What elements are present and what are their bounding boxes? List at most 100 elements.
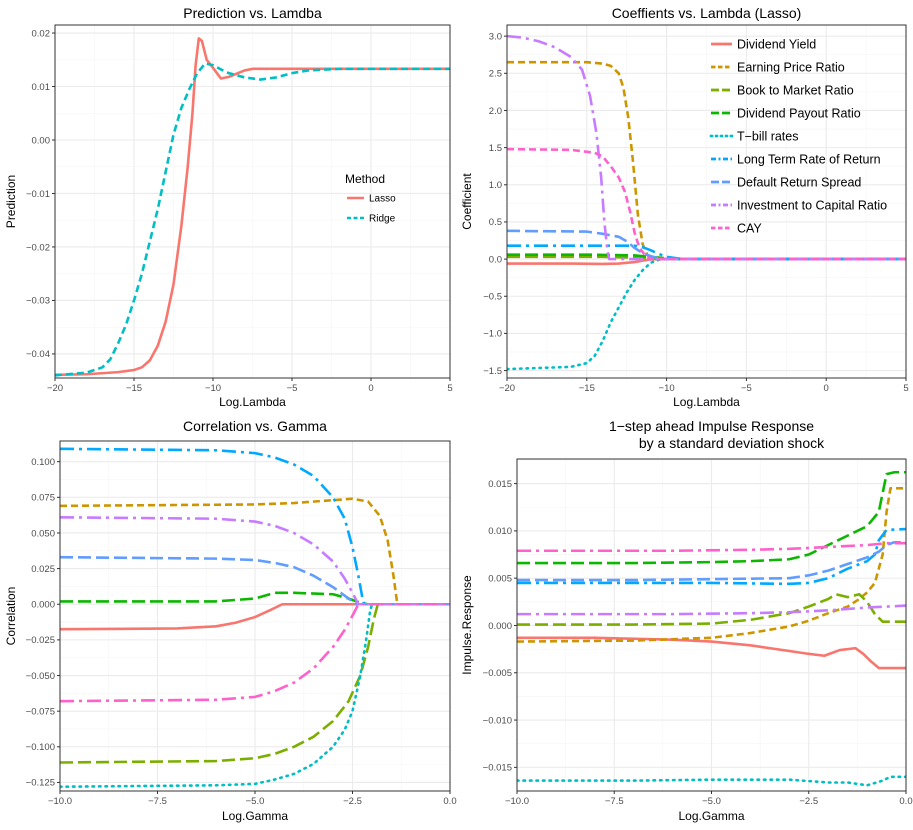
y-tick-label: −0.075 (26, 706, 55, 717)
y-axis-title: Prediction (4, 175, 18, 228)
legend-label: Ridge (369, 214, 396, 225)
x-tick-label: 0 (368, 383, 373, 394)
x-tick-label: −5 (287, 383, 298, 394)
y-tick-label: 0.5 (489, 217, 502, 228)
y-tick-label: 3.0 (489, 31, 502, 42)
y-tick-label: −0.010 (483, 715, 512, 726)
chart-title: Prediction vs. Lamdba (183, 5, 322, 21)
y-tick-label: 0.025 (31, 564, 55, 575)
panel-p4: −10.0 −7.5 −5.0 −2.5 0.0 −0.015 −0.010 −0.005 0.… (460, 418, 913, 823)
y-tick-label: 0.015 (488, 479, 512, 490)
y-tick-label: −0.005 (483, 668, 512, 679)
y-tick-label: −0.04 (26, 349, 50, 360)
y-tick-label: 0.005 (488, 573, 512, 584)
y-tick-label: 0.010 (488, 526, 512, 537)
x-tick-label: −5.0 (246, 796, 265, 807)
series-line-investment-to-capital-ratio (517, 604, 906, 616)
y-axis-title: Coefficient (460, 173, 474, 230)
y-tick-label: −1.0 (483, 329, 502, 340)
series-group (517, 470, 906, 787)
x-axis-title: Log.Gamma (222, 809, 288, 823)
y-tick-label: −0.03 (26, 296, 50, 307)
legend-label: T−bill rates (737, 130, 798, 144)
legend-label: Default Return Spread (737, 176, 861, 190)
y-tick-label: 2.5 (489, 69, 502, 80)
x-tick-label: −5 (741, 383, 752, 394)
y-tick-label: −0.050 (26, 671, 55, 682)
series-line-cay (517, 541, 906, 553)
y-tick-label: 1.0 (489, 180, 502, 191)
y-tick-label: −0.125 (26, 778, 55, 789)
x-tick-label: 5 (903, 383, 908, 394)
y-tick-label: −0.01 (26, 189, 50, 200)
series-line-cay (60, 602, 450, 703)
chart-title: Coeffients vs. Lambda (Lasso) (612, 5, 802, 21)
panel-border (506, 24, 907, 379)
x-axis-title: Log.Lambda (219, 395, 286, 409)
x-tick-label: 0.0 (899, 796, 912, 807)
y-tick-label: 0.100 (31, 457, 55, 468)
series-line-default-return-spread (507, 229, 906, 261)
y-tick-label: 0.000 (31, 600, 55, 611)
legend-label: CAY (737, 222, 762, 236)
legend: Method Lasso Ridge (345, 172, 396, 225)
x-tick-label: −10 (205, 383, 221, 394)
series-line-dividend-yield (517, 636, 906, 670)
series-group (507, 34, 906, 371)
x-tick-label: −2.5 (343, 796, 362, 807)
series-group (55, 37, 450, 377)
series-line-default-return-spread (517, 540, 906, 582)
panel-border (54, 24, 451, 379)
series-line-t-bill-rates (517, 775, 906, 787)
series-line-earning-price-ratio (60, 497, 450, 606)
series-line-book-to-market-ratio (517, 592, 906, 626)
series-line-investment-to-capital-ratio (60, 515, 450, 606)
y-tick-label: −0.025 (26, 635, 55, 646)
chart-title-line-2: by a standard deviation shock (639, 435, 825, 451)
legend-label: Investment to Capital Ratio (737, 199, 887, 213)
series-line-book-to-market-ratio (507, 255, 906, 261)
y-tick-label: 0.02 (32, 28, 51, 39)
y-tick-label: 0.0 (489, 254, 502, 265)
x-tick-label: 0 (824, 383, 829, 394)
y-tick-label: −0.5 (483, 292, 502, 303)
y-axis-title: Correlation (4, 587, 18, 646)
x-axis-title: Log.Gamma (678, 809, 744, 823)
y-tick-label: −0.100 (26, 742, 55, 753)
legend-label: Book to Market Ratio (737, 84, 854, 98)
legend-label: Earning Price Ratio (737, 61, 845, 75)
series-line-t-bill-rates (60, 602, 450, 789)
x-tick-label: −15 (579, 383, 595, 394)
x-tick-label: 5 (447, 383, 452, 394)
y-tick-label: 0.00 (32, 135, 51, 146)
legend-label: Dividend Payout Ratio (737, 107, 861, 121)
x-axis-title: Log.Lambda (673, 395, 740, 409)
x-tick-label: −10 (659, 383, 675, 394)
x-tick-label: −20 (499, 383, 515, 394)
y-tick-label: −0.02 (26, 242, 50, 253)
legend: Dividend Yield Earning Price Ratio Book to… (709, 38, 887, 236)
x-tick-label: −10.0 (48, 796, 72, 807)
chart-title: Correlation vs. Gamma (183, 418, 327, 434)
series-line-lasso (55, 37, 450, 377)
y-tick-label: 0.050 (31, 528, 55, 539)
series-line-investment-to-capital-ratio (507, 34, 906, 261)
series-line-dividend-yield (60, 602, 450, 631)
series-line-earning-price-ratio (517, 487, 906, 643)
x-tick-label: −2.5 (799, 796, 818, 807)
series-line-long-term-rate-of-return (60, 447, 450, 606)
x-tick-label: −5.0 (702, 796, 721, 807)
legend-label: Long Term Rate of Return (737, 153, 881, 167)
series-line-dividend-payout-ratio (507, 253, 906, 261)
y-tick-label: −1.5 (483, 366, 502, 377)
legend-label: Dividend Yield (737, 38, 816, 52)
y-tick-label: 2.0 (489, 106, 502, 117)
panel-p3: −10.0 −7.5 −5.0 −2.5 0.0 −0.125 −0.100 −0.075 −0… (4, 418, 457, 823)
x-tick-label: 0.0 (443, 796, 456, 807)
x-tick-label: −7.5 (605, 796, 624, 807)
y-tick-label: 0.075 (31, 493, 55, 504)
y-tick-label: 0.01 (32, 82, 51, 93)
series-line-dividend-payout-ratio (517, 470, 906, 565)
series-line-book-to-market-ratio (60, 602, 450, 764)
